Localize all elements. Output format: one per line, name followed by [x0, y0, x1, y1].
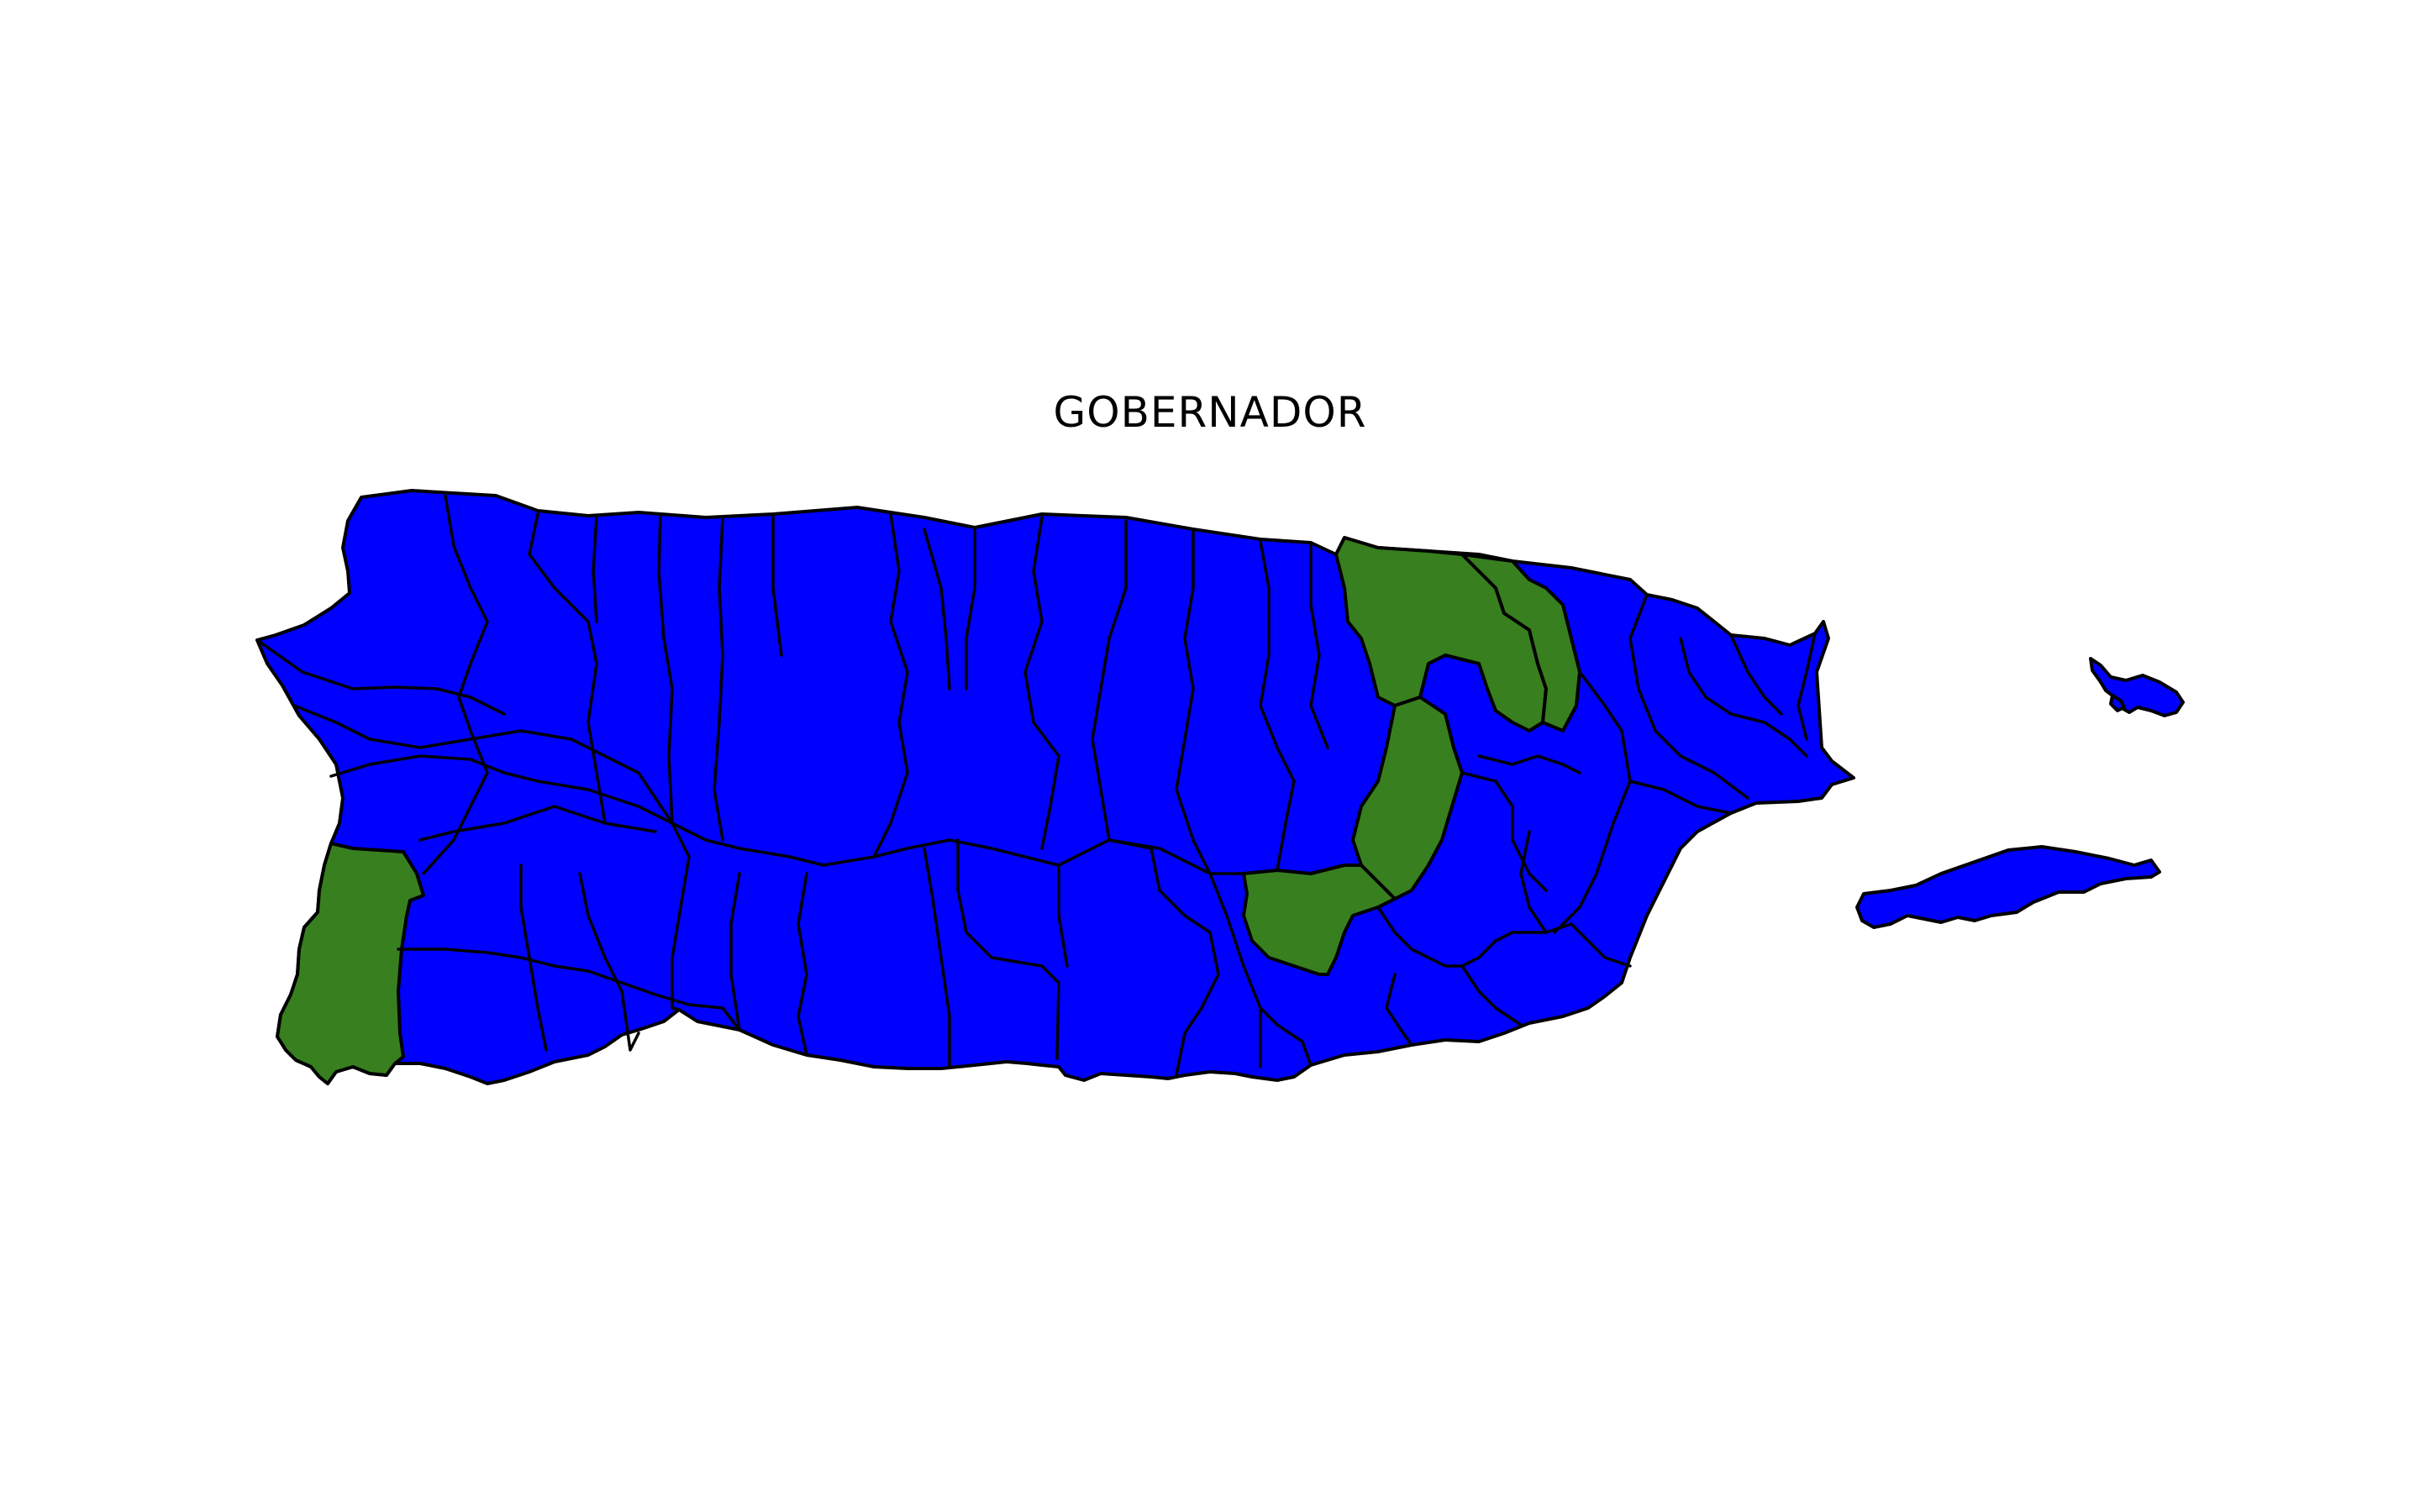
municipality-canovanas-green [1460, 553, 1581, 732]
map-title: GOBERNADOR [1053, 388, 1367, 437]
island-culebra-islet [2109, 694, 2126, 712]
island-vieques [1855, 845, 2161, 929]
municipality-west-green [276, 842, 425, 1085]
main-island [255, 489, 1855, 1085]
municipal-boundaries [255, 494, 1817, 1077]
municipality-caguas-green [1351, 696, 1464, 900]
island-culebra [2089, 657, 2185, 717]
municipality-cayey-green [1242, 864, 1397, 976]
